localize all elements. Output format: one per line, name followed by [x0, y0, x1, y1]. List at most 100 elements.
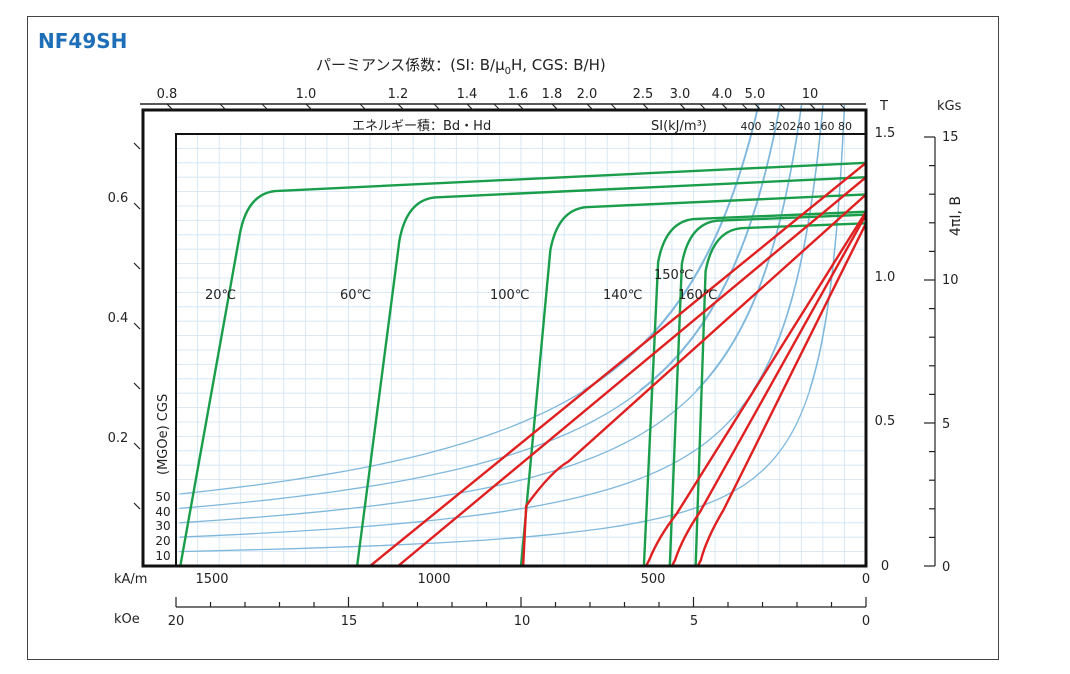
permeance-tick [754, 103, 762, 111]
left-tick-label: 0.4 [108, 311, 129, 326]
normal-curve-20℃ [369, 161, 866, 566]
permeance-tick-label: 2.5 [633, 87, 654, 102]
permeance-tick [679, 103, 687, 111]
y-tick-cgs: 0 [942, 560, 950, 575]
permeance-minor-tick [741, 103, 748, 110]
plot-frame [141, 108, 868, 568]
normal-curve-60℃ [397, 176, 866, 566]
temp-label-160℃: 160℃ [678, 288, 717, 303]
permeance-tick [586, 103, 594, 111]
normal-curves [369, 161, 866, 566]
x-tick-si: 500 [641, 572, 666, 587]
left-tick [133, 202, 141, 210]
permeance-tick [551, 103, 559, 111]
normal-curve-150℃ [670, 214, 866, 566]
left-tick-label: 0.6 [108, 191, 129, 206]
labels: パーミアンス係数：(SI: B/μ0H, CGS: B/H) エネルギー積：Bd… [108, 56, 964, 629]
y-tick-cgs: 15 [942, 130, 959, 145]
chart-frame [27, 16, 999, 660]
y-tick-cgs: 10 [942, 273, 959, 288]
left-tick [133, 382, 141, 390]
y-tick-si: 1.5 [875, 126, 896, 141]
left-tick [133, 142, 141, 150]
permeance-tick-label: 2.0 [577, 87, 598, 102]
permeance-tick-label: 4.0 [712, 87, 733, 102]
intrinsic-curve-100℃ [519, 193, 866, 566]
permeance-tick [642, 103, 650, 111]
temp-label-20℃: 20℃ [205, 288, 236, 303]
permeance-tick [397, 103, 405, 111]
energy-si-tick: 320 [769, 120, 790, 133]
axes [133, 103, 936, 608]
energy-curve-cgs-10 [179, 105, 846, 553]
x-tick-cgs: 0 [862, 614, 870, 629]
y-axis-right-label: 4πI, B [948, 196, 964, 236]
energy-cgs-label: (MGOe) CGS [156, 394, 171, 475]
y-tick-si: 0.5 [875, 414, 896, 429]
permeance-tick [517, 103, 525, 111]
energy-cgs-tick: 30 [155, 519, 170, 533]
energy-cgs-tick: 20 [155, 534, 170, 548]
permeance-tick-label: 1.4 [457, 87, 478, 102]
x-tick-si: 1000 [417, 572, 450, 587]
permeance-minor-tick [359, 103, 366, 110]
permeance-tick [721, 103, 729, 111]
y-unit-cgs: kGs [937, 99, 962, 114]
energy-si-label: SI(kJ/m³) [651, 119, 707, 134]
permeance-tick-label: 1.2 [388, 87, 409, 102]
permeance-tick [466, 103, 474, 111]
x-tick-si: 0 [862, 572, 870, 587]
energy-curve-si-240 [695, 105, 802, 391]
chart-title: NF49SH [38, 29, 127, 53]
x-unit-si: kA/m [114, 572, 147, 587]
permeance-tick [809, 103, 817, 111]
energy-cgs-tick: 50 [155, 490, 170, 504]
temp-label-150℃: 150℃ [654, 268, 693, 283]
permeance-tick-label: 1.0 [296, 87, 317, 102]
permeance-minor-tick [839, 103, 846, 110]
y-unit-si: T [879, 99, 888, 114]
permeance-tick [305, 103, 313, 111]
y-tick-si: 1.0 [875, 270, 896, 285]
energy-curve-si-400 [582, 105, 759, 391]
outer-plot-border [141, 108, 868, 568]
energy-product-curves [179, 105, 846, 553]
energy-si-tick: 400 [741, 120, 762, 133]
permeance-tick-label: 1.8 [542, 87, 563, 102]
permeance-tick-label: 5.0 [745, 87, 766, 102]
left-tick [133, 322, 141, 330]
energy-product-label: エネルギー積：Bd・Hd [352, 119, 491, 134]
permeance-tick-label: 0.8 [157, 87, 178, 102]
temp-label-140℃: 140℃ [603, 288, 642, 303]
permeance-minor-tick [610, 103, 617, 110]
energy-si-tick: 240 [790, 120, 811, 133]
energy-curve-si-80 [808, 105, 846, 391]
energy-cgs-tick: 10 [155, 549, 170, 563]
permeance-minor-tick [779, 103, 786, 110]
energy-curve-si-160 [752, 105, 824, 391]
left-tick-label: 0.2 [108, 431, 129, 446]
permeance-minor-tick [261, 103, 268, 110]
intrinsic-curve-150℃ [668, 213, 866, 566]
energy-si-tick: 160 [814, 120, 835, 133]
x-tick-si: 1500 [195, 572, 228, 587]
temp-label-100℃: 100℃ [490, 288, 529, 303]
x-tick-cgs: 10 [514, 614, 531, 629]
y-tick-si: 0 [881, 559, 889, 574]
normal-curve-160℃ [696, 222, 866, 566]
intrinsic-curve-60℃ [355, 176, 866, 566]
normal-curve-100℃ [521, 193, 866, 566]
permeance-minor-tick [493, 103, 500, 110]
permeance-tick [166, 103, 174, 111]
energy-si-tick: 80 [838, 120, 852, 133]
permeance-minor-tick [219, 103, 226, 110]
intrinsic-curves [179, 161, 866, 566]
normal-curve-140℃ [645, 211, 866, 566]
permeance-axis-label: パーミアンス係数：(SI: B/μ0H, CGS: B/H) [316, 56, 606, 77]
temp-label-60℃: 60℃ [340, 288, 371, 303]
left-tick [133, 442, 141, 450]
left-tick [133, 502, 141, 510]
energy-curve-si-320 [639, 105, 781, 391]
permeance-tick-label: 1.6 [508, 87, 529, 102]
